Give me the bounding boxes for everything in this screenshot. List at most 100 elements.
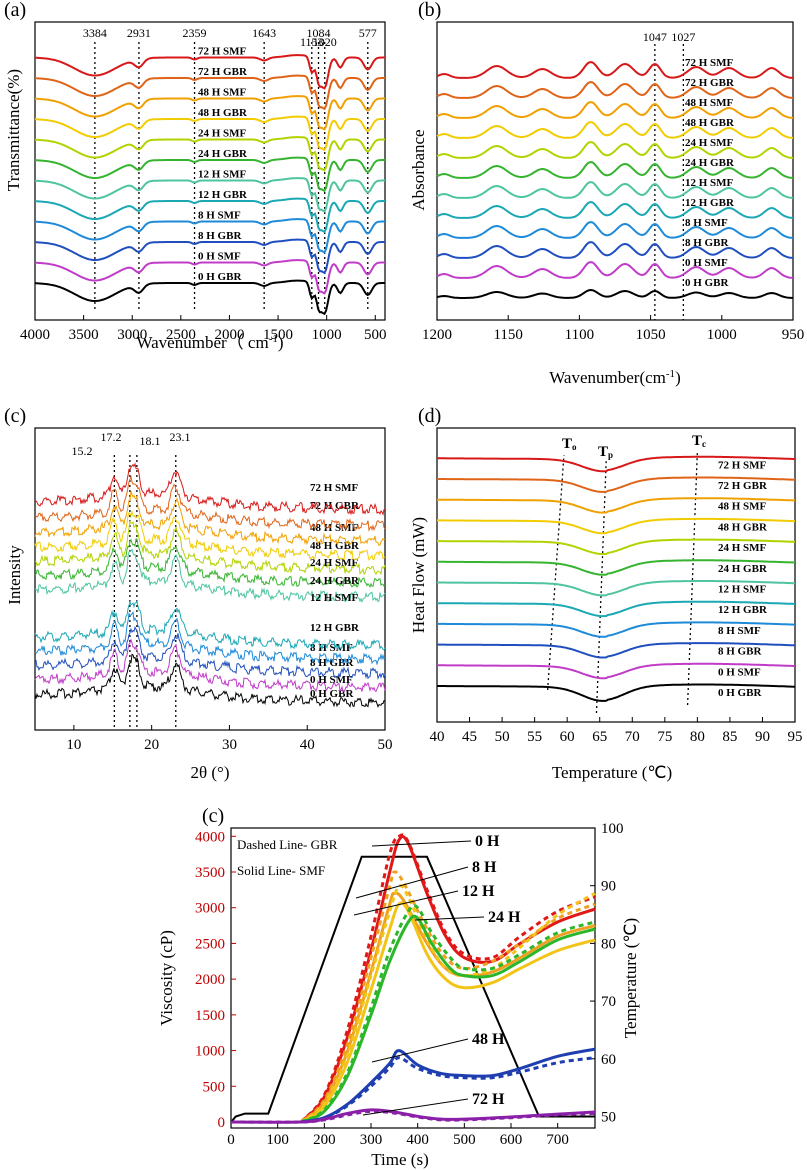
panel-label: (d) <box>418 405 441 427</box>
y2-tick-label: 80 <box>601 936 616 952</box>
peak-label: 1047 <box>643 30 667 44</box>
series-label: 24 H GBR <box>198 148 248 160</box>
absorbance-spectrum-line <box>436 261 794 279</box>
y-axis-label: Transmittance(%) <box>4 69 23 191</box>
series-label: 24 H GBR <box>718 563 768 575</box>
series-label: 72 H SMF <box>718 459 767 471</box>
x-tick-label: 500 <box>453 1132 476 1148</box>
panel-b-plot-frame <box>436 21 794 321</box>
peak-label: 2359 <box>183 26 207 40</box>
series-label: 8 H SMF <box>198 210 241 222</box>
series-label: 0 H SMF <box>718 666 761 678</box>
x-tick-label: 55 <box>527 729 542 745</box>
series-label: 8 H GBR <box>718 646 762 658</box>
x-tick-label: 1000 <box>707 327 737 343</box>
x-axis-label: Wavenumber(cm-1) <box>549 368 680 387</box>
series-label: 48 H SMF <box>198 87 247 99</box>
x-tick-label: 95 <box>788 729 803 745</box>
x-tick-label: 50 <box>495 729 510 745</box>
annotation-arrow <box>362 1098 469 1116</box>
xrd-pattern-line <box>34 610 386 666</box>
panel-a-plot-frame <box>34 21 386 321</box>
peak-label: 1153 <box>300 35 324 49</box>
viscosity-gbr-line <box>299 870 596 1124</box>
x-tick-label: 40 <box>300 737 315 753</box>
x-tick-label: 85 <box>722 729 737 745</box>
viscosity-gbr-line <box>300 1056 596 1124</box>
ftir-spectrum-line <box>34 74 385 111</box>
x-tick-label: 1100 <box>565 327 594 343</box>
panel-label: (b) <box>418 0 441 21</box>
absorbance-spectrum-line <box>436 181 794 199</box>
y2-tick-label: 60 <box>601 1052 616 1068</box>
annotation-arrow <box>353 890 459 916</box>
xrd-pattern-line <box>34 509 386 562</box>
x-tick-label: 20 <box>144 737 159 753</box>
x-tick-label: 75 <box>657 729 672 745</box>
annotation-arrow <box>371 840 472 847</box>
absorbance-spectrum-line <box>436 141 794 159</box>
x-tick-label: 700 <box>546 1132 569 1148</box>
ftir-spectrum-line <box>34 218 385 254</box>
absorbance-spectrum-line <box>436 201 794 219</box>
panel-viscosity: (c) 0 100 200 300 400 500 600 700 0 500 1000 1500 200… <box>157 805 640 1169</box>
series-label: 24 H SMF <box>685 137 734 149</box>
y2-tick-label: 50 <box>601 1109 616 1125</box>
annotation-label: 72 H <box>472 1091 505 1108</box>
ftir-spectrum-line <box>34 259 385 295</box>
xrd-pattern-line <box>34 625 386 680</box>
x-tick-label: 45 <box>462 729 477 745</box>
temperature-profile-line <box>230 855 595 1123</box>
viscosity-gbr-line <box>299 833 596 1124</box>
series-label: 0 H SMF <box>310 674 353 686</box>
x-axis-label: Temperature (℃) <box>552 763 672 782</box>
peak-label: 3384 <box>83 26 107 40</box>
annotation-label: 8 H <box>472 859 497 876</box>
peak-label: 1020 <box>313 35 337 49</box>
x-tick-label: 40 <box>430 729 445 745</box>
series-label: 24 H SMF <box>718 542 767 554</box>
transition-marker-label: To <box>562 436 577 452</box>
legend-solid-text: Solid Line- SMF <box>237 863 325 878</box>
x-axis-label: Time (s) <box>371 1150 428 1169</box>
series-label: 12 H SMF <box>718 584 767 596</box>
peak-label: 18.1 <box>140 434 161 448</box>
dsc-curve-line <box>437 455 795 473</box>
panel-a-ftir: (a) 4000 3500 3000 2500 2000 1500 1000 500 Wavenu… <box>4 0 387 352</box>
absorbance-spectrum-line <box>436 61 794 79</box>
x-tick-label: 50 <box>378 737 393 753</box>
panel-d-dsc: (d) 40 45 50 55 60 65 70 75 80 85 90 95 Temperature (… <box>409 405 803 782</box>
dsc-curve-line <box>437 538 795 555</box>
dsc-curve-line <box>437 476 795 493</box>
y-tick-label: 3500 <box>195 865 225 881</box>
annotation-arrow <box>355 866 469 899</box>
ftir-spectrum-line <box>34 177 385 213</box>
x-tick-label: 1200 <box>422 327 452 343</box>
y-tick-label: 1000 <box>195 1044 225 1060</box>
absorbance-spectrum-line <box>436 241 794 259</box>
xrd-pattern-line <box>34 490 386 546</box>
xrd-pattern-line <box>34 538 386 589</box>
y-tick-label: 2000 <box>195 972 225 988</box>
ftir-spectrum-line <box>34 279 385 316</box>
x-tick-label: 200 <box>313 1132 336 1148</box>
series-label: 0 H SMF <box>685 257 728 269</box>
series-label: 72 H GBR <box>718 480 768 492</box>
y-axis-label: Intensity <box>5 545 24 605</box>
x-tick-label: 60 <box>560 729 575 745</box>
x-tick-label: 0 <box>227 1132 235 1148</box>
panel-label: (c) <box>4 405 26 427</box>
series-label: 48 H SMF <box>685 97 734 109</box>
dsc-curve-line <box>437 683 795 702</box>
dsc-curve-line <box>437 662 795 680</box>
transition-guide-line <box>547 454 565 691</box>
series-label: 24 H SMF <box>310 557 359 569</box>
series-label: 12 H SMF <box>198 169 247 181</box>
dsc-curve-line <box>437 580 795 597</box>
x-tick-label: 90 <box>755 729 770 745</box>
ftir-spectrum-line <box>34 156 385 193</box>
y-tick-label: 1500 <box>195 1008 225 1024</box>
ftir-spectrum-line <box>34 54 385 90</box>
peak-label: 17.2 <box>101 430 122 444</box>
